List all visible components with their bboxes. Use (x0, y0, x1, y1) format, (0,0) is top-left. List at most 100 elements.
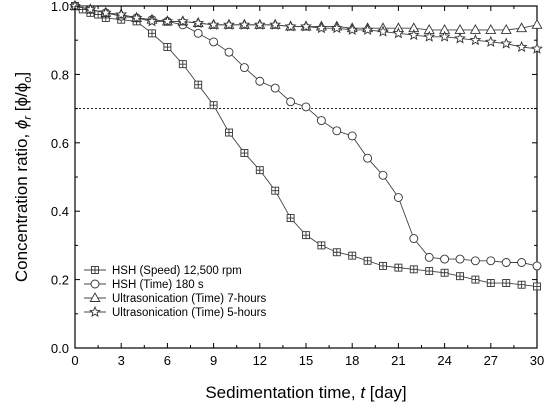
series-2-point-20 (363, 153, 373, 163)
series-1 (71, 2, 541, 291)
series-2-point-29 (501, 258, 511, 267)
series-2-point-20-circle (363, 153, 373, 163)
series-4-point-22-star (392, 27, 405, 39)
series-1-point-19-cross (317, 241, 325, 249)
x-tick-label-18: 18 (345, 353, 359, 368)
series-4-point-16-star (300, 20, 312, 32)
series-4-point-15 (284, 20, 297, 32)
y-axis-title-close: ] (12, 72, 31, 77)
series-4-point-27-star (469, 33, 482, 46)
series-4-point-22 (392, 27, 405, 39)
series-2-point-17 (316, 116, 326, 126)
series-2-point-10-circle (209, 37, 219, 47)
series-1-point-20 (332, 248, 341, 257)
series-2-point-13 (255, 76, 265, 86)
series-4-point-30-star (515, 40, 528, 53)
series-2-point-15 (286, 97, 296, 107)
x-axis-title-prefix: Sedimentation time, (205, 383, 360, 402)
series-1-point-18 (302, 231, 310, 240)
series-3-point-28-triangle (485, 24, 497, 34)
series-4-point-19-star (346, 23, 359, 35)
series-3-point-27-triangle (469, 24, 481, 34)
series-1-point-13-cross (225, 129, 233, 137)
series-1-point-31 (502, 279, 511, 287)
x-tick-label-0: 0 (71, 353, 78, 368)
series-1-point-33-cross (533, 282, 541, 290)
series-2-point-16-circle (301, 102, 311, 112)
series-1-point-8 (148, 29, 156, 38)
x-axis-title-var: t (360, 383, 366, 402)
series-1-point-25-cross (410, 265, 418, 273)
series-1-point-27 (440, 268, 449, 277)
y-tick-label-0.8: 0.8 (51, 67, 69, 82)
legend-label-2: HSH (Time) 180 s (112, 279, 204, 291)
legend-label-1: HSH (Speed) 12,500 rpm (112, 265, 242, 277)
series-1-point-15-cross (256, 166, 264, 174)
series-3-point-26-triangle (454, 24, 466, 34)
y-axis-title: Concentration ratio, ϕr [ϕ/ϕo] (12, 72, 34, 282)
series-1-point-17-cross (287, 214, 295, 222)
series-3-point-27 (469, 24, 481, 34)
series-4-point-9 (192, 16, 205, 29)
series-4-point-31-star (531, 42, 543, 54)
legend-label-3: Ultrasonication (Time) 7-hours (112, 293, 266, 305)
series-4-point-10 (207, 18, 220, 30)
series-1-point-17 (286, 214, 295, 222)
series-2-point-14 (270, 83, 280, 93)
series-2-line (74, 5, 538, 267)
series-4-point-12-star (238, 18, 251, 30)
series-4-point-8-star (176, 15, 189, 27)
series-2-point-23 (409, 234, 419, 244)
series-2-point-27-circle (470, 256, 480, 266)
series-4-point-26 (454, 32, 466, 44)
y-axis-title-sub: r (22, 115, 34, 120)
legend-marker-1-cross (91, 266, 99, 274)
series-1-point-21 (348, 251, 357, 260)
series-1-point-22 (363, 256, 372, 265)
series-3-point-29 (500, 24, 512, 34)
series-4-point-23-star (407, 28, 420, 41)
y-tick-label-0.2: 0.2 (51, 273, 69, 288)
series-1-point-29-cross (471, 276, 479, 284)
series-1-point-14 (240, 149, 249, 158)
series-1-point-10-cross (179, 60, 187, 68)
series-layer (69, 0, 543, 291)
legend-entry-1: HSH (Speed) 12,500 rpm (84, 265, 242, 277)
series-4-point-11 (223, 18, 235, 30)
x-tick-label-21: 21 (391, 353, 405, 368)
series-1-point-16 (271, 186, 280, 195)
series-1-point-22-cross (364, 257, 372, 265)
series-2-point-19 (347, 131, 357, 141)
y-axis-title-var: ϕ (12, 120, 31, 129)
y-axis-title-bracket: [ϕ/ϕ (12, 83, 31, 116)
series-4-point-13 (253, 18, 266, 30)
series-2-point-30 (517, 258, 527, 267)
legend-entry-4: Ultrasonication (Time) 5-hours (84, 305, 266, 319)
series-2-point-15-circle (286, 97, 296, 107)
y-axis-title-sub2: o (22, 77, 34, 83)
series-2-point-18 (332, 126, 342, 136)
series-4-point-21-star (377, 25, 389, 37)
series-4-point-11-star (223, 18, 235, 30)
series-1-point-26-cross (425, 267, 433, 275)
series-4-point-16 (300, 20, 312, 32)
series-4-point-18 (330, 22, 343, 34)
x-tick-label-6: 6 (164, 353, 171, 368)
series-4-point-5 (130, 11, 143, 23)
series-1-point-9 (163, 43, 172, 51)
series-1-point-12-cross (210, 101, 218, 109)
x-tick-label-30: 30 (530, 353, 544, 368)
series-4-point-30 (515, 40, 528, 53)
series-2-point-31 (532, 261, 542, 271)
series-2-point-21-circle (378, 170, 388, 180)
legend: HSH (Speed) 12,500 rpm HSH (Time) 180 s Ul… (84, 265, 266, 319)
legend-marker-3-triangle (89, 292, 101, 302)
x-tick-label-24: 24 (437, 353, 451, 368)
series-4-point-28 (484, 35, 497, 47)
series-1-point-14-cross (240, 149, 248, 157)
legend-marker-4-star (89, 305, 101, 318)
series-2-point-26 (455, 254, 465, 264)
series-1-point-28 (456, 272, 464, 281)
series-1-point-20-cross (333, 248, 341, 256)
series-3-point-28 (485, 24, 497, 34)
